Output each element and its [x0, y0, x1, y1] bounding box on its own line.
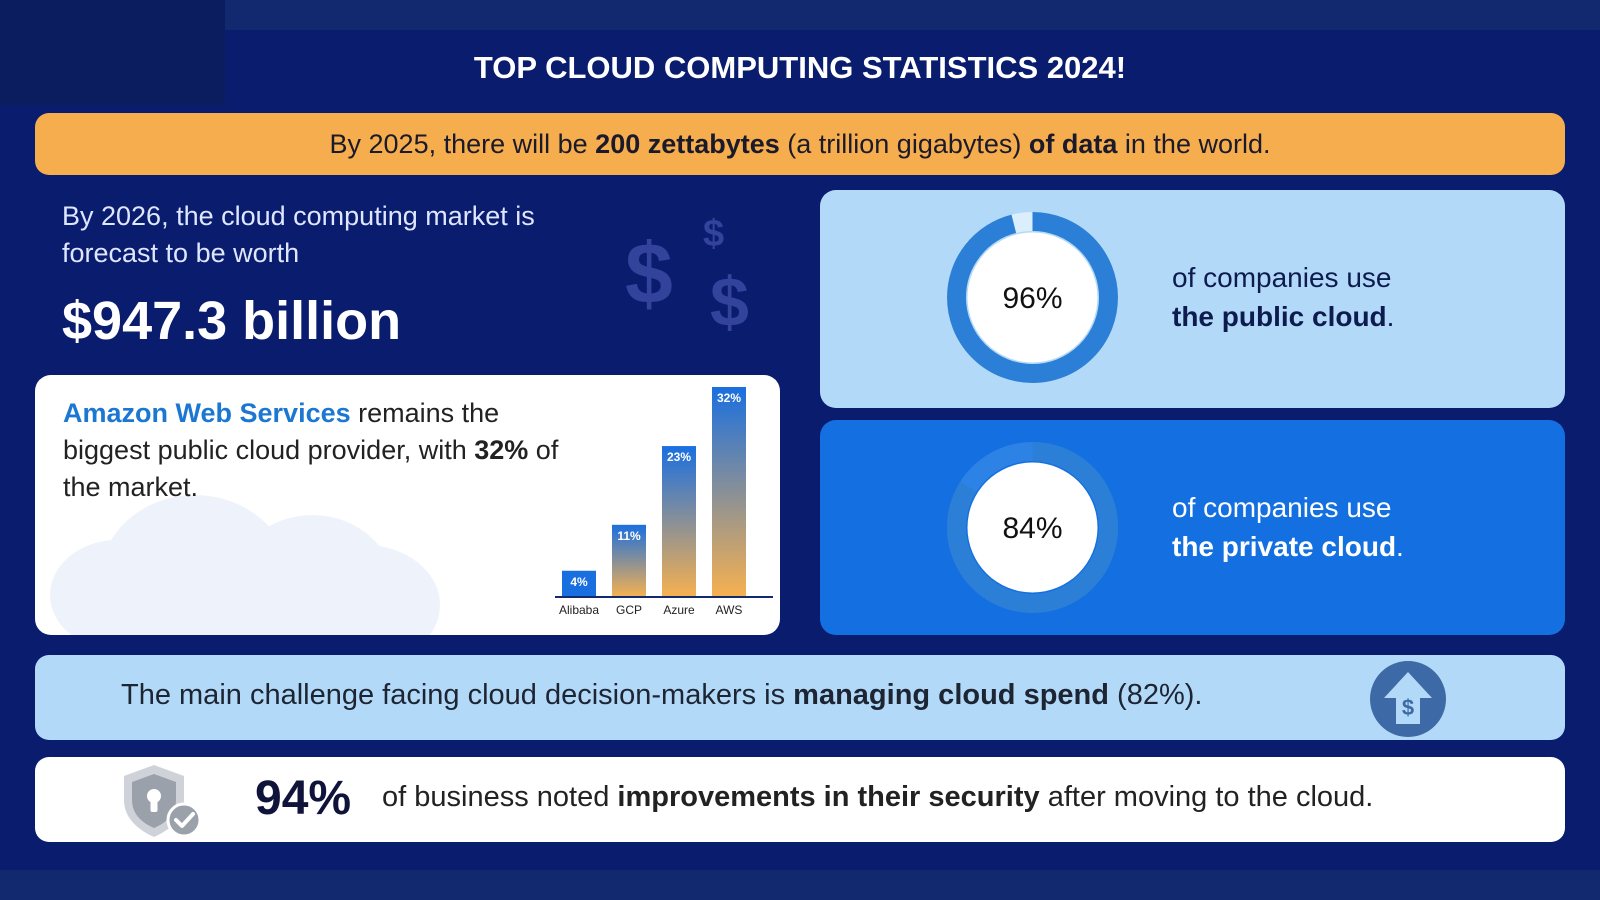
challenge-bold: managing cloud spend: [793, 679, 1109, 711]
public-cloud-percent: 96%: [1002, 282, 1062, 315]
public-cloud-label: of companies use the public cloud.: [1172, 258, 1394, 336]
banner-of-data: of data: [1028, 128, 1118, 159]
data-volume-banner: By 2025, there will be 200 zettabytes (a…: [35, 113, 1565, 175]
private-cloud-period: .: [1396, 531, 1404, 562]
private-cloud-card: 84% of companies use the private cloud.: [820, 420, 1565, 635]
check-badge: [166, 802, 202, 838]
ring-progress: [947, 212, 1118, 383]
private-cloud-label: of companies use the private cloud.: [1172, 488, 1404, 566]
bar-gcp: [612, 524, 646, 597]
security-bold: improvements in their security: [617, 781, 1040, 813]
provider-text-2: of the market.: [63, 435, 559, 502]
dollar-sign-icon: $: [703, 213, 725, 255]
top-band: [0, 0, 1600, 30]
bar-value-label: 4%: [570, 575, 588, 589]
bar-value-label: 32%: [717, 391, 741, 405]
provider-text-1: remains the biggest public cloud provide…: [63, 398, 500, 465]
bar-alibaba: [562, 570, 596, 597]
page-title: TOP CLOUD COMPUTING STATISTICS 2024!: [473, 50, 1127, 85]
public-cloud-card: 96% of companies use the public cloud.: [820, 190, 1565, 408]
ring-progress: [947, 442, 1118, 613]
provider-statement: Amazon Web Services remains the biggest …: [63, 395, 563, 506]
market-forecast-intro: By 2026, the cloud computing market is f…: [62, 201, 535, 268]
security-improvement-strip: 94% of business noted improvements in th…: [35, 757, 1565, 842]
shield-check-icon: [124, 765, 202, 838]
cloud-spend-challenge: The main challenge facing cloud decision…: [35, 655, 1565, 740]
dollar-upload-icon: $: [1370, 661, 1446, 737]
public-cloud-period: .: [1386, 301, 1395, 332]
private-cloud-line1: of companies use: [1172, 492, 1392, 523]
market-share-bar-chart: 4% Alibaba 11% GCP 23% Azure 32% AWS: [555, 387, 773, 617]
challenge-text-post: (82%).: [1108, 679, 1203, 711]
dollar-sign-icon: $: [625, 226, 673, 322]
aws-name: Amazon Web Services: [63, 398, 351, 428]
banner-text-pre: By 2025, there will be: [329, 128, 596, 159]
security-text-pre: of business noted: [382, 781, 618, 813]
ring-center: [967, 462, 1098, 593]
public-cloud-ring-chart: 96%: [947, 212, 1118, 383]
cloud-provider-card: Amazon Web Services remains the biggest …: [35, 375, 780, 635]
banner-text-mid: (a trillion gigabytes): [779, 128, 1029, 159]
check-mark: [174, 812, 195, 828]
category-label: Azure: [663, 603, 695, 617]
bar-value-label: 11%: [617, 529, 641, 543]
dollar-sign-icon: $: [710, 263, 749, 341]
bottom-band: [0, 870, 1600, 900]
private-cloud-line2: the private cloud: [1172, 531, 1397, 562]
banner-zettabytes: 200 zettabytes: [595, 128, 780, 159]
security-stat: 94%: [255, 772, 352, 825]
public-cloud-line2: the public cloud: [1172, 301, 1387, 332]
challenge-statement: The main challenge facing cloud decision…: [121, 679, 1202, 712]
cloud-illustration: [290, 545, 440, 635]
private-cloud-percent: 84%: [1002, 512, 1062, 545]
private-cloud-ring-chart: 84%: [947, 442, 1118, 613]
bar-azure: [662, 446, 696, 597]
corner-block: [0, 0, 225, 105]
challenge-text-pre: The main challenge facing cloud decision…: [121, 679, 794, 711]
dollar-glyph: $: [1402, 695, 1414, 720]
security-statement: of business noted improvements in their …: [382, 781, 1373, 814]
category-label: AWS: [716, 603, 743, 617]
provider-share: 32%: [474, 435, 529, 465]
bar-value-label: 23%: [667, 450, 691, 464]
bar-aws: [712, 387, 746, 597]
ring-center: [967, 232, 1098, 363]
up-arrow-shape: [1384, 672, 1432, 724]
security-text-post: after moving to the cloud.: [1039, 781, 1374, 813]
market-forecast-value: $947.3 billion: [62, 291, 402, 351]
keyhole-top: [147, 789, 161, 803]
category-label: GCP: [616, 603, 642, 617]
keyhole-stem: [150, 798, 158, 812]
public-cloud-line1: of companies use: [1172, 262, 1392, 293]
category-label: Alibaba: [559, 603, 599, 617]
banner-text-post: in the world.: [1117, 128, 1271, 159]
